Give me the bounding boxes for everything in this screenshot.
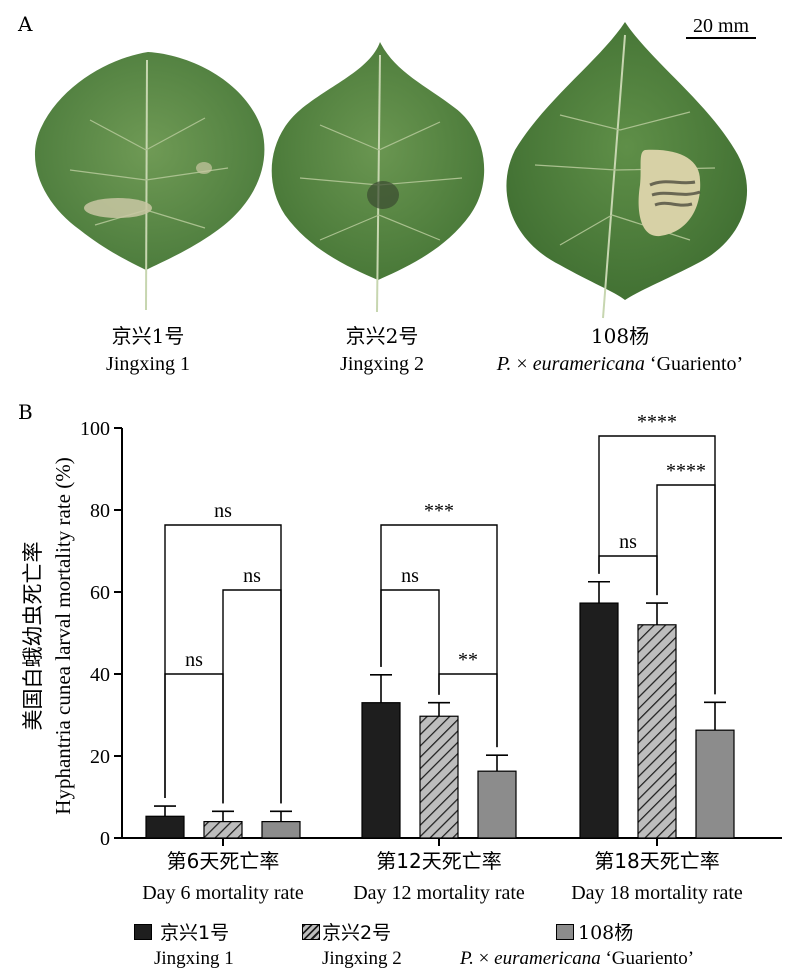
leaf-caption-3-en: P. × euramericana ‘Guariento’ (450, 350, 790, 378)
significance-bracket (222, 589, 282, 804)
significance-bracket (380, 524, 498, 748)
bar (419, 715, 459, 839)
leaf-jingxing-1 (34, 52, 265, 311)
y-tick-label: 20 (90, 746, 110, 768)
mortality-bar-chart: 0 20 40 60 80 100 第6天死亡率 Day 6 mortality rate 第1… (21, 411, 782, 904)
leaf-caption-1: 京兴1号 Jingxing 1 (18, 322, 278, 378)
legend-label-guariento-cross: × (473, 948, 495, 969)
significance-label: ns (619, 531, 637, 553)
significance-bracket (164, 524, 282, 804)
legend-label-guariento-zh: 108杨 (578, 922, 634, 944)
significance-label: ns (214, 500, 232, 522)
x-tick-label-zh: 第12天死亡率 (376, 849, 501, 873)
significance-bracket (380, 589, 440, 695)
bar (145, 815, 185, 839)
significance-label: *** (424, 500, 454, 522)
legend-label-jingxing-2-zh: 京兴2号 (322, 922, 392, 944)
significance-label: ns (243, 565, 261, 587)
bar (637, 624, 677, 839)
leaf-caption-3-prefix: P. (496, 353, 512, 375)
legend-label-guariento-suffix: ‘Guariento’ (600, 948, 695, 969)
legend-label-guariento-en: P. × euramericana ‘Guariento’ (460, 948, 694, 970)
legend-label-guariento-prefix: P. (460, 948, 474, 969)
leaf-caption-3-cross: × (511, 353, 533, 375)
leaf-caption-1-en: Jingxing 1 (106, 353, 190, 375)
legend-swatch-jingxing-2 (302, 924, 320, 940)
significance-bracket (598, 555, 658, 596)
bar (477, 770, 517, 839)
significance-label: **** (637, 411, 677, 433)
x-tick-label-zh: 第6天死亡率 (167, 849, 280, 873)
chart-axes: 0 20 40 60 80 100 第6天死亡率 Day 6 mortality rate 第1… (80, 418, 782, 904)
significance-label: ns (401, 565, 419, 587)
y-tick-label: 80 (90, 500, 110, 522)
x-tick-label-en: Day 12 mortality rate (353, 882, 525, 904)
y-axis-label-en: Hyphantria cunea larval mortality rate (… (51, 457, 75, 814)
panel-b-letter: B (18, 400, 33, 424)
x-tick-label-en: Day 18 mortality rate (571, 882, 743, 904)
significance-label: ns (185, 649, 203, 671)
legend-label-jingxing-2-en: Jingxing 2 (322, 948, 402, 969)
panel-a-letter: A (18, 12, 33, 36)
significance-label: **** (666, 460, 706, 482)
significance-label: ** (458, 649, 478, 671)
chart-bars (145, 580, 735, 839)
leaf-caption-2: 京兴2号 Jingxing 2 (252, 322, 512, 378)
leaf-caption-3-italic: euramericana (532, 353, 645, 375)
significance-bracket (598, 435, 716, 695)
leaf-caption-3-suffix: ‘Guariento’ (644, 353, 744, 375)
bar (261, 820, 301, 839)
bar (695, 729, 735, 839)
y-tick-label: 0 (100, 828, 110, 850)
leaf-guariento (506, 22, 748, 319)
leaf-caption-3: 108杨 P. × euramericana ‘Guariento’ (450, 322, 790, 378)
leaf-caption-1-zh: 京兴1号 (111, 324, 185, 348)
leaf-caption-2-en: Jingxing 2 (340, 353, 424, 375)
legend-label-guariento-italic: euramericana (494, 948, 601, 969)
leaf-caption-3-zh: 108杨 (590, 324, 650, 348)
bar (361, 702, 401, 839)
leaf-jingxing-2 (271, 42, 485, 313)
bar (579, 602, 619, 839)
bar (203, 820, 243, 839)
leaf-caption-2-zh: 京兴2号 (345, 324, 419, 348)
y-axis-label: 美国白蛾幼虫死亡率 Hyphantria cunea larval mortal… (21, 457, 75, 814)
legend-swatch-guariento (556, 924, 574, 940)
y-axis-label-zh: 美国白蛾幼虫死亡率 (21, 542, 45, 731)
leaf-photos: 20 mm (34, 15, 756, 319)
scale-bar-label: 20 mm (693, 15, 750, 37)
y-tick-label: 40 (90, 664, 110, 686)
legend-swatch-jingxing-1 (134, 924, 152, 940)
x-tick-label-en: Day 6 mortality rate (142, 882, 304, 904)
significance-bracket (164, 673, 224, 804)
x-tick-label-zh: 第18天死亡率 (594, 849, 719, 873)
legend-label-jingxing-1-en: Jingxing 1 (154, 948, 234, 969)
y-tick-label: 60 (90, 582, 110, 604)
y-tick-label: 100 (80, 418, 110, 440)
legend-label-jingxing-1-zh: 京兴1号 (160, 922, 230, 944)
chart-legend: 京兴1号 Jingxing 1 京兴2号 Jingxing 2 108杨 P. … (0, 918, 800, 978)
